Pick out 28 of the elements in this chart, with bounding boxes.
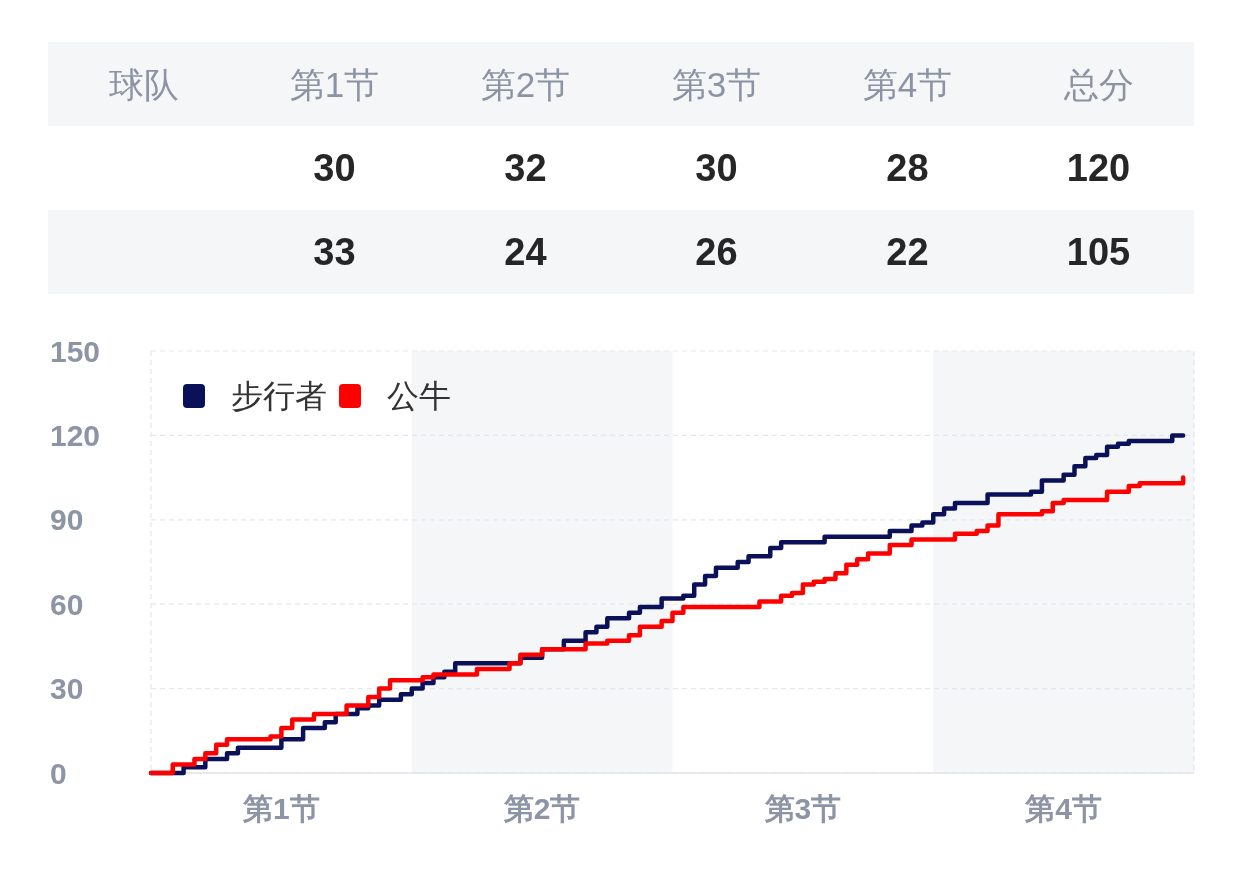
category-label: 第3节	[671, 64, 762, 104]
data-label: 24	[504, 231, 547, 273]
category-label: 第1节	[289, 64, 380, 104]
data-label: 30	[313, 147, 356, 189]
y-tick-label: 30	[50, 672, 84, 706]
x-tick-label: 第3节	[763, 791, 842, 825]
x-tick-label: 第2节	[502, 791, 581, 825]
x-tick-label: 第4节	[1024, 791, 1102, 825]
data-label: 28	[886, 147, 929, 189]
category-label: 总分	[1062, 64, 1134, 104]
category-label: 第4节	[862, 64, 953, 104]
y-tick-label: 0	[50, 756, 67, 790]
data-label: 26	[695, 231, 738, 273]
legend-label: 步行者	[231, 378, 327, 414]
data-label: 32	[504, 147, 547, 189]
y-tick-label: 90	[50, 503, 84, 537]
y-tick-label: 150	[50, 334, 101, 368]
data-label: 120	[1066, 147, 1131, 189]
category-label: 第2节	[480, 64, 571, 104]
text: 球队	[108, 64, 179, 104]
legend-label: 公牛	[387, 378, 451, 414]
y-tick-label: 120	[50, 418, 101, 452]
data-label: 30	[695, 147, 738, 189]
data-label: 22	[886, 231, 929, 273]
data-label: 33	[313, 231, 356, 273]
x-tick-label: 第1节	[242, 791, 320, 825]
y-tick-label: 60	[50, 587, 84, 621]
data-label: 105	[1066, 231, 1131, 273]
